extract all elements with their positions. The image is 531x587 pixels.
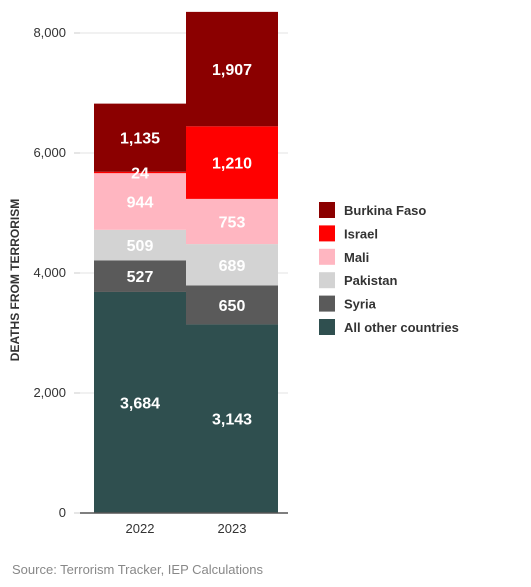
x-tick-label: 2022 bbox=[126, 521, 155, 536]
axes: 0 2,000 4,000 6,000 8,000 2022 2023 bbox=[33, 25, 288, 536]
data-label: 527 bbox=[127, 269, 154, 286]
data-label: 650 bbox=[219, 298, 246, 315]
bar-segment bbox=[94, 291, 186, 513]
bar-segment bbox=[94, 171, 186, 174]
y-tick-label: 0 bbox=[59, 505, 66, 520]
data-label: 509 bbox=[127, 238, 154, 255]
data-label: 3,143 bbox=[212, 412, 252, 429]
bar-segment bbox=[94, 229, 186, 261]
legend-label: Mali bbox=[344, 250, 369, 265]
data-label: 24 bbox=[131, 165, 149, 182]
legend-label: Israel bbox=[344, 226, 378, 241]
y-tick-label: 8,000 bbox=[33, 25, 66, 40]
legend-label: All other countries bbox=[344, 320, 459, 335]
segment-labels: 3,684 527 509 944 24 1,135 3,143 650 689 753 1,210… bbox=[120, 62, 252, 429]
y-tick-label: 6,000 bbox=[33, 145, 66, 160]
data-label: 3,684 bbox=[120, 395, 160, 412]
y-tick-label: 4,000 bbox=[33, 265, 66, 280]
legend-swatch bbox=[319, 248, 335, 265]
legend-label: Pakistan bbox=[344, 273, 398, 288]
bars bbox=[94, 11, 278, 513]
bar-segment bbox=[186, 244, 278, 286]
bar-segment bbox=[186, 198, 278, 245]
bar-segment bbox=[94, 260, 186, 292]
y-axis-label: DEATHS FROM TERRORISM bbox=[8, 199, 22, 361]
legend-swatch bbox=[319, 295, 335, 312]
x-tick-label: 2023 bbox=[218, 521, 247, 536]
data-label: 1,907 bbox=[212, 62, 252, 79]
legend-swatch bbox=[319, 319, 335, 335]
y-tick-label: 2,000 bbox=[33, 385, 66, 400]
data-label: 944 bbox=[127, 194, 154, 211]
bar-segment bbox=[186, 126, 278, 199]
bar-segment bbox=[94, 103, 186, 172]
bar-segment bbox=[94, 173, 186, 230]
legend-swatch bbox=[319, 272, 335, 289]
legend: Burkina Faso Israel Mali Pakistan Syria All o… bbox=[319, 202, 459, 335]
data-label: 753 bbox=[219, 214, 246, 231]
bar-segment bbox=[186, 11, 278, 127]
legend-label: Burkina Faso bbox=[344, 203, 426, 218]
legend-swatch bbox=[319, 202, 335, 218]
legend-label: Syria bbox=[344, 297, 377, 312]
bar-segment bbox=[186, 285, 278, 325]
data-label: 1,210 bbox=[212, 156, 252, 173]
source-note: Source: Terrorism Tracker, IEP Calculati… bbox=[12, 562, 263, 577]
data-label: 689 bbox=[219, 258, 246, 275]
bar-segment bbox=[186, 324, 278, 513]
data-label: 1,135 bbox=[120, 131, 160, 148]
legend-swatch bbox=[319, 225, 335, 242]
